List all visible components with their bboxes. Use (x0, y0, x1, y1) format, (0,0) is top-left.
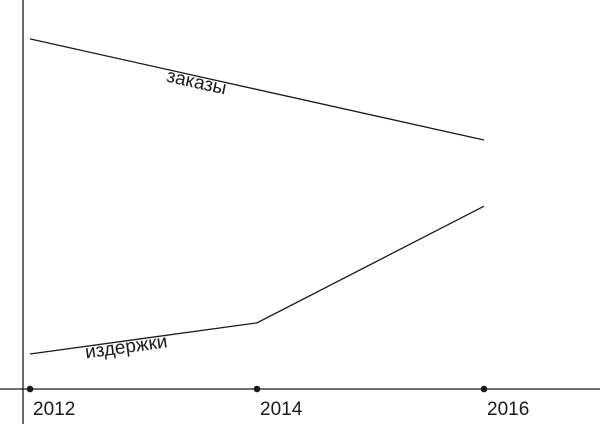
x-tick-label: 2012 (33, 399, 75, 420)
x-tick-dot (26, 385, 34, 393)
series-group: заказы издержки (29, 38, 485, 363)
series-label: издержки (84, 331, 169, 363)
x-axis-ticks: 2012 2014 2016 (26, 385, 529, 420)
x-tick-dot (253, 385, 261, 393)
series-label: заказы (165, 66, 229, 100)
x-tick-label: 2016 (487, 399, 529, 420)
series-line-zakazy (29, 38, 485, 141)
x-tick-label: 2014 (260, 399, 303, 420)
x-tick-dot (480, 385, 488, 393)
series-line-izderzhki (29, 205, 485, 355)
